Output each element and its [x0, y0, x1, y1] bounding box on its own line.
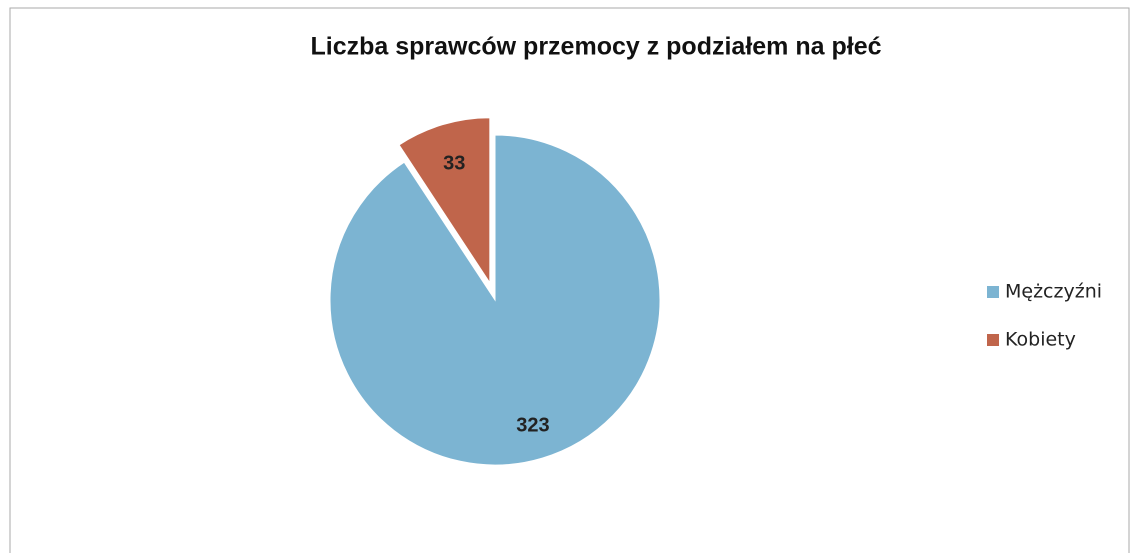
- chart-title: Liczba sprawców przemocy z podziałem na …: [311, 33, 882, 61]
- legend-swatch: [987, 334, 999, 346]
- pie-slice: [398, 117, 491, 285]
- chart-frame: [9, 7, 1130, 553]
- data-label: 323: [516, 415, 549, 437]
- legend-label: Kobiety: [1005, 329, 1076, 351]
- legend-label: Mężczyźni: [1005, 281, 1102, 303]
- legend-swatch: [987, 286, 999, 298]
- data-label: 33: [443, 152, 465, 174]
- pie-slice: [329, 134, 661, 466]
